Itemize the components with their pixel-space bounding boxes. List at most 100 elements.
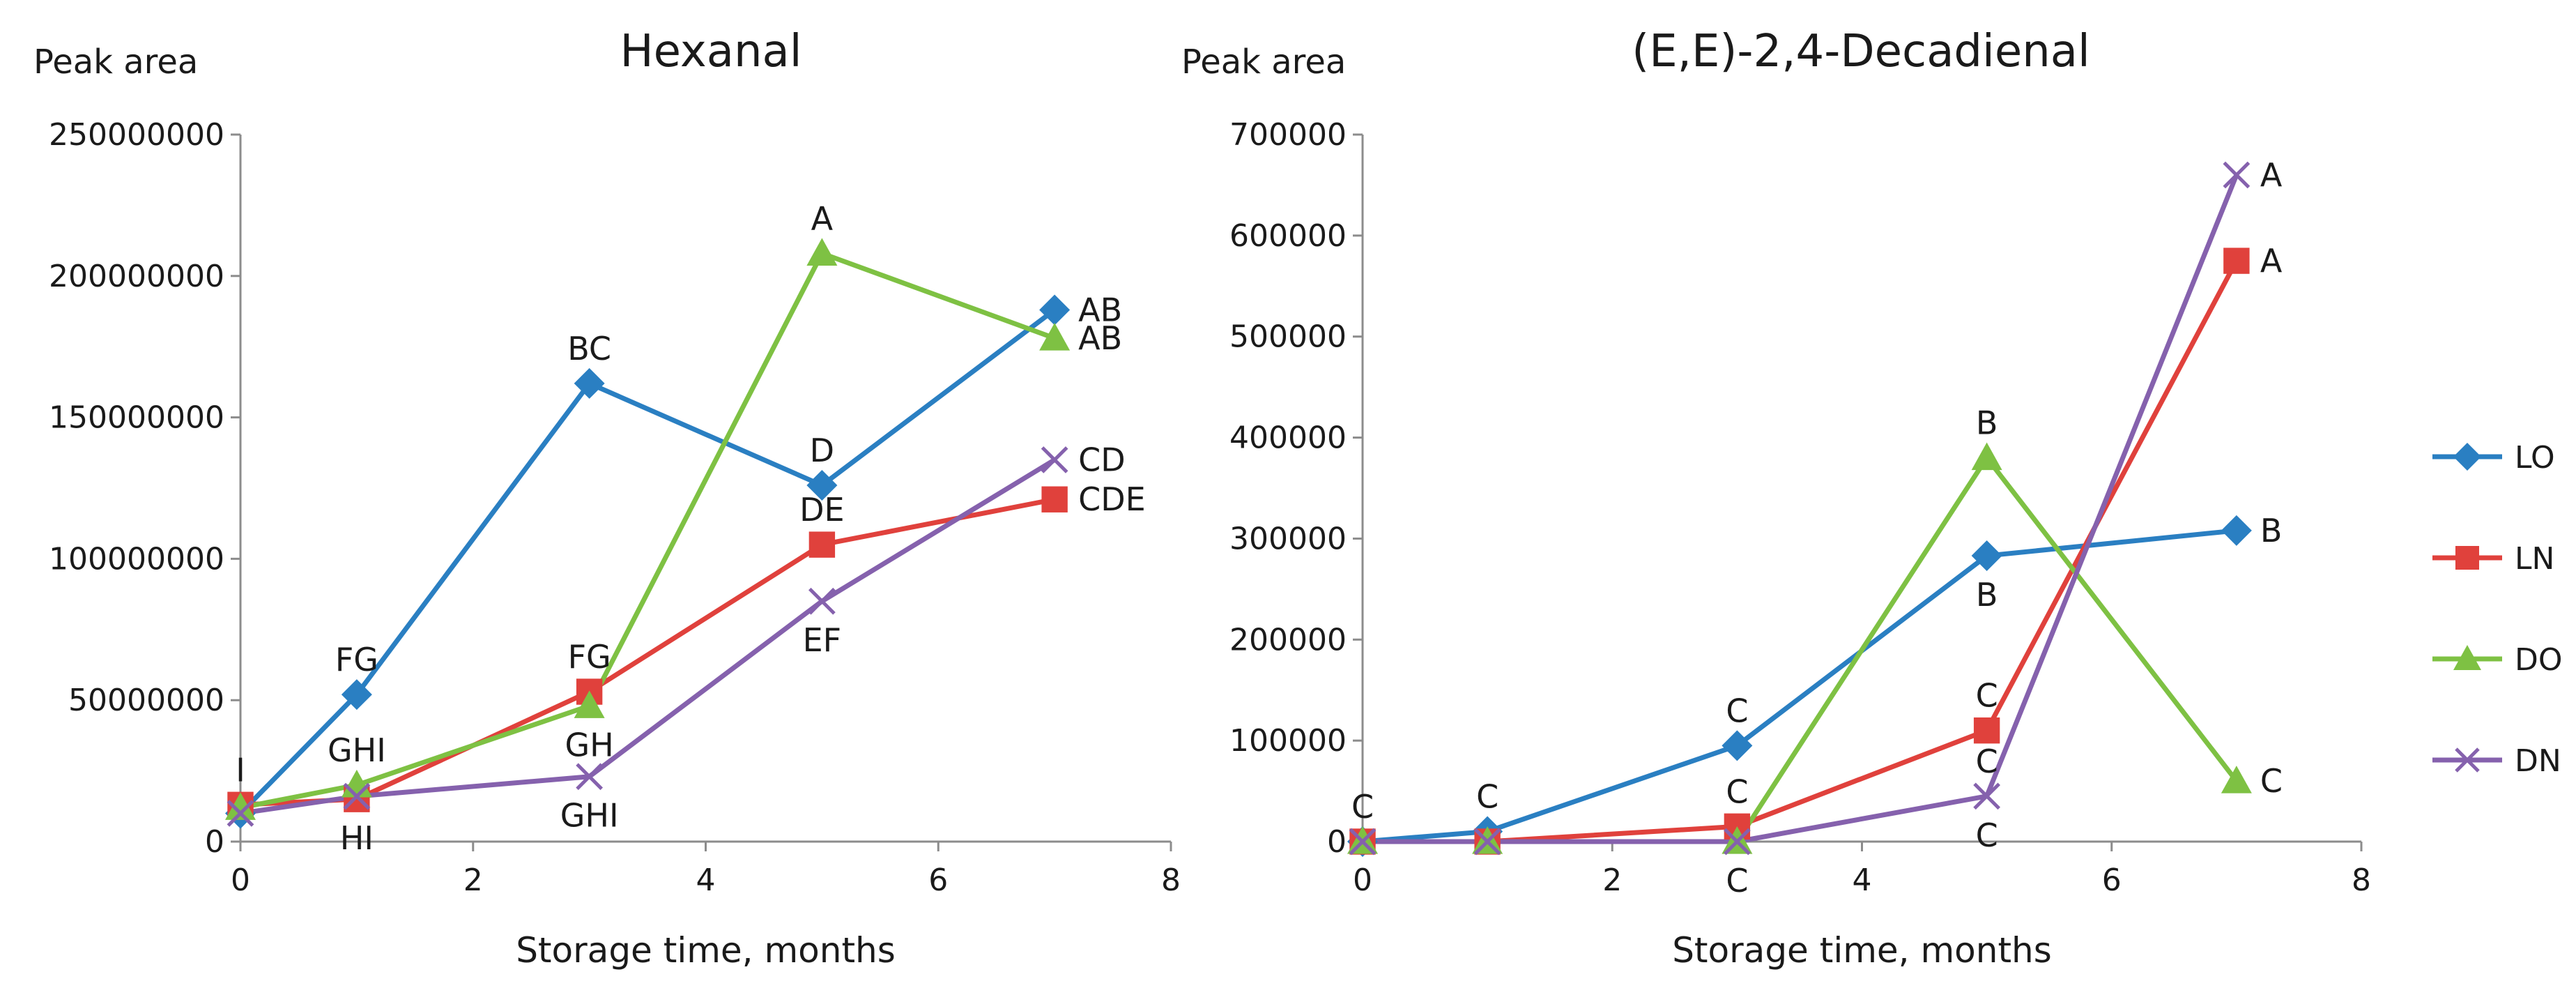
data-label: BC (567, 330, 611, 367)
x-tick-label: 8 (1161, 863, 1181, 898)
data-point-lo (1971, 540, 2002, 572)
data-label: HI (340, 819, 374, 857)
data-label: AB (1078, 291, 1122, 328)
y-tick-label: 500000 (1229, 319, 1347, 355)
legend-item-lo: LO (2432, 440, 2555, 476)
data-point-dn (1973, 782, 2000, 810)
data-point-lo (1722, 730, 1753, 761)
data-label: B (1976, 404, 1998, 442)
legend: LO LN DO DN (2432, 440, 2563, 779)
data-point-lo (1039, 294, 1071, 326)
data-label: FG (335, 641, 378, 678)
data-label: C (1351, 788, 1374, 826)
data-label: D (810, 432, 834, 469)
data-label: C (1976, 816, 1998, 854)
y-tick-label: 200000000 (49, 259, 224, 294)
data-label: CD (1078, 441, 1126, 478)
data-label: I (236, 751, 245, 789)
y-tick-label: 100000 (1229, 723, 1347, 759)
x-tick-label: 6 (2102, 863, 2122, 898)
y-tick-label: 400000 (1229, 420, 1347, 456)
data-point-dn (1041, 446, 1068, 473)
data-point-do (806, 238, 838, 266)
y-tick-label: 0 (205, 824, 224, 860)
y-tick-label: 600000 (1229, 218, 1347, 254)
y-tick-label: 300000 (1229, 521, 1347, 556)
y-tick-label: 50000000 (68, 683, 224, 718)
legend-label: DO (2515, 642, 2563, 678)
x-axis-label: Storage time, months (1672, 930, 2052, 971)
data-label: GH (565, 726, 614, 764)
data-point-do (1971, 442, 2002, 471)
legend-marker (2455, 546, 2479, 570)
data-label: GHI (560, 797, 619, 835)
legend-marker (2453, 443, 2481, 471)
data-label: C (1976, 677, 1998, 715)
x-axis-label: Storage time, months (516, 930, 896, 971)
legend-item-ln: LN (2432, 541, 2554, 577)
data-label: B (2260, 512, 2283, 549)
data-point-ln (2223, 248, 2250, 274)
legend-label: LO (2515, 440, 2555, 476)
data-point-lo (806, 469, 838, 501)
data-point-dn (227, 800, 254, 827)
chart-title: Hexanal (620, 26, 802, 77)
data-point-lo (2221, 515, 2252, 546)
hexanal-chart: Hexanal Peak area Storage time, months 0 500… (33, 26, 1181, 971)
data-label: C (1726, 773, 1748, 810)
x-tick-label: 2 (463, 863, 483, 898)
y-axis-label: Peak area (1181, 43, 1346, 82)
x-tick-label: 0 (1353, 863, 1372, 898)
y-tick-label: 250000000 (49, 117, 224, 153)
data-label: C (1726, 862, 1748, 899)
x-tick-label: 0 (231, 863, 250, 898)
data-label: GHI (328, 731, 386, 769)
data-point-ln (1041, 486, 1068, 512)
chart-title: (E,E)-2,4-Decadienal (1632, 26, 2090, 77)
data-point-dn (1349, 828, 1377, 856)
y-tick-label: 100000000 (49, 541, 224, 577)
y-tick-label: 0 (1327, 824, 1347, 860)
y-tick-label: 150000000 (49, 400, 224, 436)
data-label: A (2260, 242, 2283, 280)
series-line-do (240, 250, 1056, 810)
legend-label: DN (2515, 743, 2561, 779)
legend-item-dn: DN (2432, 743, 2561, 779)
data-label: C (1476, 778, 1498, 816)
data-point-do (2221, 766, 2252, 793)
legend-marker (2455, 747, 2480, 773)
data-point-lo (341, 679, 372, 711)
data-point-dn (1724, 828, 1751, 856)
data-label: FG (568, 638, 611, 676)
data-point-dn (1473, 828, 1501, 856)
data-point-ln (808, 531, 836, 558)
x-tick-label: 6 (928, 863, 948, 898)
data-point-dn (343, 782, 371, 810)
data-point-ln (1973, 717, 2000, 744)
data-point-do (574, 690, 605, 718)
series-line-ln (1363, 259, 2239, 844)
data-point-dn (808, 587, 836, 615)
data-point-do (1039, 323, 1071, 351)
data-point-do (225, 792, 256, 820)
data-label: B (1976, 576, 1998, 614)
data-point-dn (576, 763, 603, 791)
y-tick-label: 200000 (1229, 622, 1347, 658)
data-point-lo (574, 367, 605, 399)
legend-item-do: DO (2432, 642, 2563, 678)
decadienal-chart: (E,E)-2,4-Decadienal Peak area Storage tim… (1181, 26, 2371, 971)
data-label: EF (803, 621, 842, 659)
data-label: DE (799, 491, 845, 529)
x-tick-label: 8 (2352, 863, 2371, 898)
data-label: CDE (1078, 480, 1146, 518)
data-label: C (1726, 692, 1748, 729)
data-point-dn (2223, 161, 2251, 189)
y-axis-label: Peak area (33, 43, 198, 82)
data-label: C (1976, 743, 1998, 780)
data-label: A (2260, 156, 2283, 194)
data-label: C (2260, 762, 2283, 800)
legend-marker (2453, 645, 2481, 670)
legend-label: LN (2515, 541, 2554, 577)
data-label: A (811, 199, 834, 237)
